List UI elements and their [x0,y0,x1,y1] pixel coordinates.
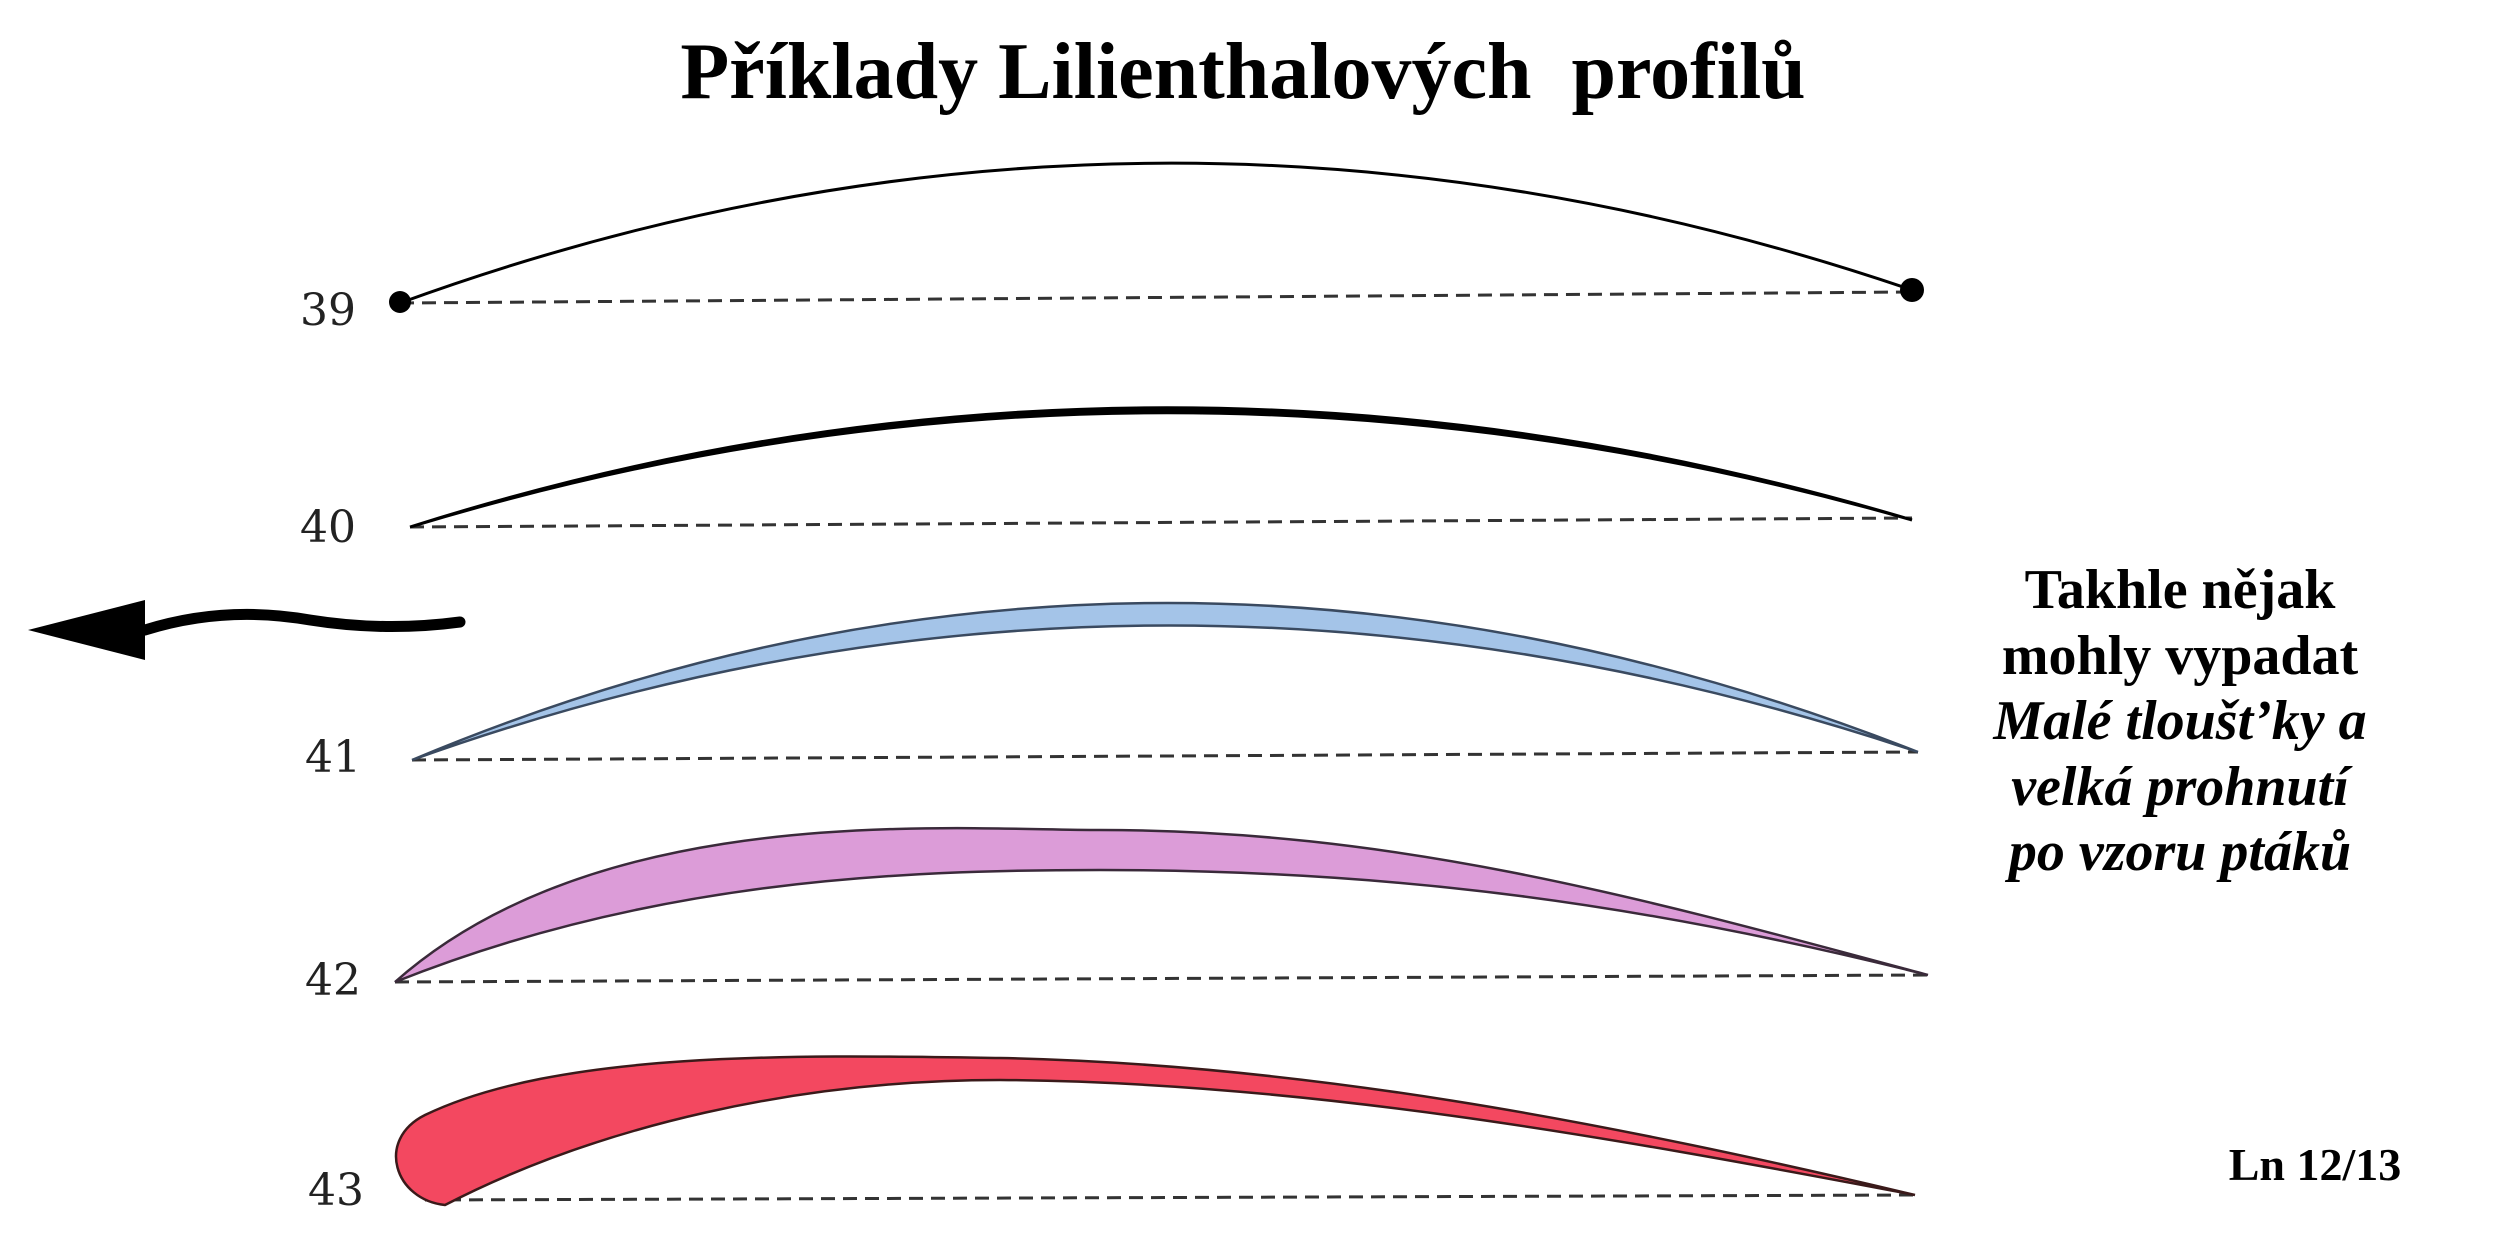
profile-40: 40 [300,406,1913,553]
profile-39: 39 [300,161,1924,336]
chord-line-43 [424,1193,1916,1202]
note-line: mohly vypadat [2001,624,2359,687]
chord-line-42 [394,973,1929,984]
side-note: Takhle nějak mohly vypadat Malé tloušt’k… [1930,558,2430,886]
wavy-arrow-icon [28,600,466,660]
note-line: Malé tloušt’ky a [1993,690,2367,753]
chord-line-39 [399,290,1913,305]
note-line: velká prohnutí [2011,755,2349,818]
page-number: Ln 12/13 [2228,1139,2402,1190]
profile-shape-41 [411,601,1919,762]
profile-label-39: 39 [300,285,356,336]
chord-line-41 [411,750,1919,762]
profile-43: 43 [308,1055,1916,1216]
profile-label-43: 43 [308,1165,364,1216]
profile-shape-42 [394,826,1929,984]
note-line: po vzoru ptáků [2008,821,2352,884]
profile-label-42: 42 [305,955,361,1006]
profile-shape-43 [394,1055,1916,1207]
chord-line-40 [409,516,1913,529]
leading-edge-dot [389,291,411,313]
profile-shape-39 [399,161,1913,305]
profile-41: 41 [305,601,1919,783]
trailing-edge-dot [1900,278,1924,302]
profile-shape-40 [409,406,1913,529]
profile-label-40: 40 [300,502,356,553]
profile-label-41: 41 [305,732,361,783]
note-line: Takhle nějak [2024,559,2336,621]
profile-42: 42 [305,826,1929,1006]
page-title: Příklady Lilienthalových profilů [680,28,1806,116]
